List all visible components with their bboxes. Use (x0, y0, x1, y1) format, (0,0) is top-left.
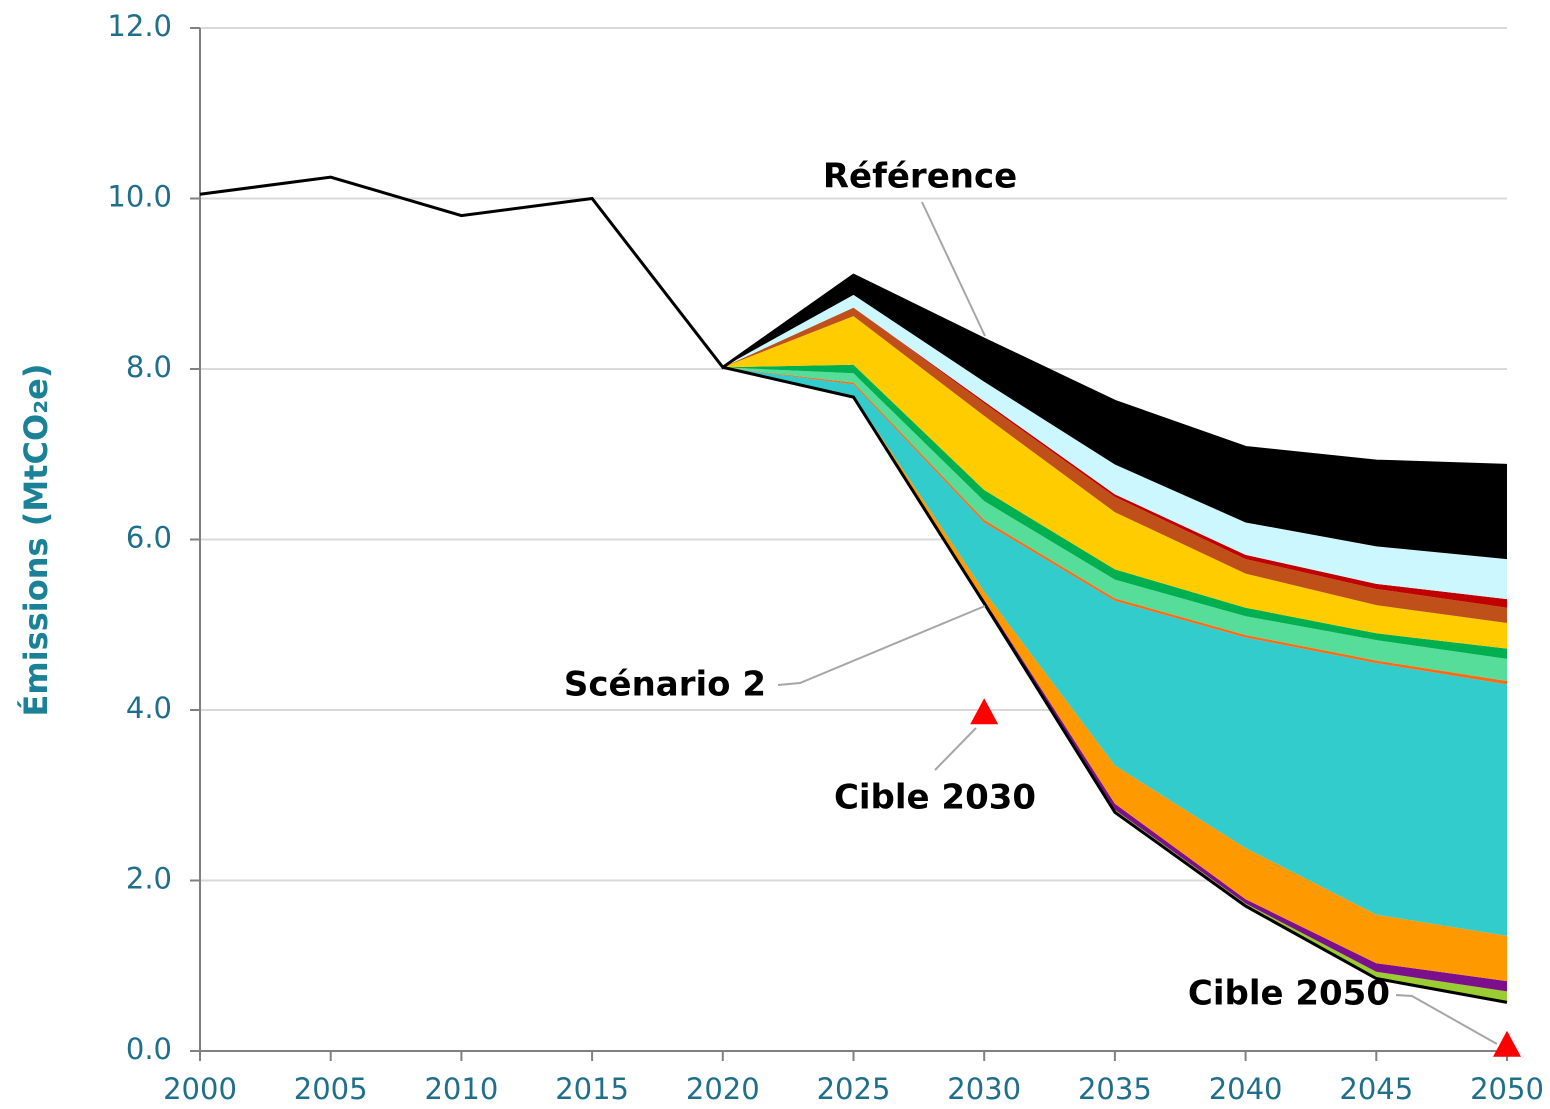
y-tick-label: 0.0 (126, 1032, 172, 1066)
area-segment (722, 275, 1507, 560)
area-segment (722, 367, 1507, 936)
annotation: Cible 2030 (834, 778, 1036, 818)
y-tick-label: 6.0 (126, 521, 172, 555)
area-segment (722, 367, 1507, 682)
leader-line (1395, 994, 1498, 1045)
x-tick-label: 2040 (1209, 1072, 1283, 1106)
area-segment (722, 316, 1507, 649)
leader-line (921, 201, 986, 337)
y-axis-label: Émissions (MtCO₂e) (17, 364, 55, 717)
y-tick-label: 10.0 (107, 180, 172, 214)
leader-line (934, 727, 977, 771)
annotation: Cible 2050 (1188, 974, 1390, 1014)
annotation: Scénario 2 (564, 665, 766, 705)
y-tick-label: 4.0 (126, 691, 172, 725)
x-tick-label: 2010 (424, 1072, 498, 1106)
line (722, 365, 1508, 1004)
y-tick-label: 2.0 (126, 862, 172, 896)
target-marker (970, 698, 999, 725)
x-tick-label: 2015 (555, 1072, 629, 1106)
x-tick-label: 2035 (1078, 1072, 1152, 1106)
x-tick-label: 2030 (947, 1072, 1021, 1106)
line (199, 175, 1508, 467)
x-tick-label: 2000 (163, 1072, 237, 1106)
x-tick-label: 2005 (294, 1072, 368, 1106)
x-tick-label: 2045 (1339, 1072, 1413, 1106)
annotation: Référence (823, 157, 1017, 197)
x-tick-label: 2020 (686, 1072, 760, 1106)
y-tick-label: 8.0 (126, 350, 172, 384)
leader-line (777, 605, 986, 686)
area-segment (722, 294, 1507, 600)
y-tick-label: 12.0 (107, 9, 172, 43)
x-tick-label: 2050 (1470, 1072, 1544, 1106)
x-tick-label: 2025 (817, 1072, 891, 1106)
target-marker (1493, 1030, 1521, 1057)
